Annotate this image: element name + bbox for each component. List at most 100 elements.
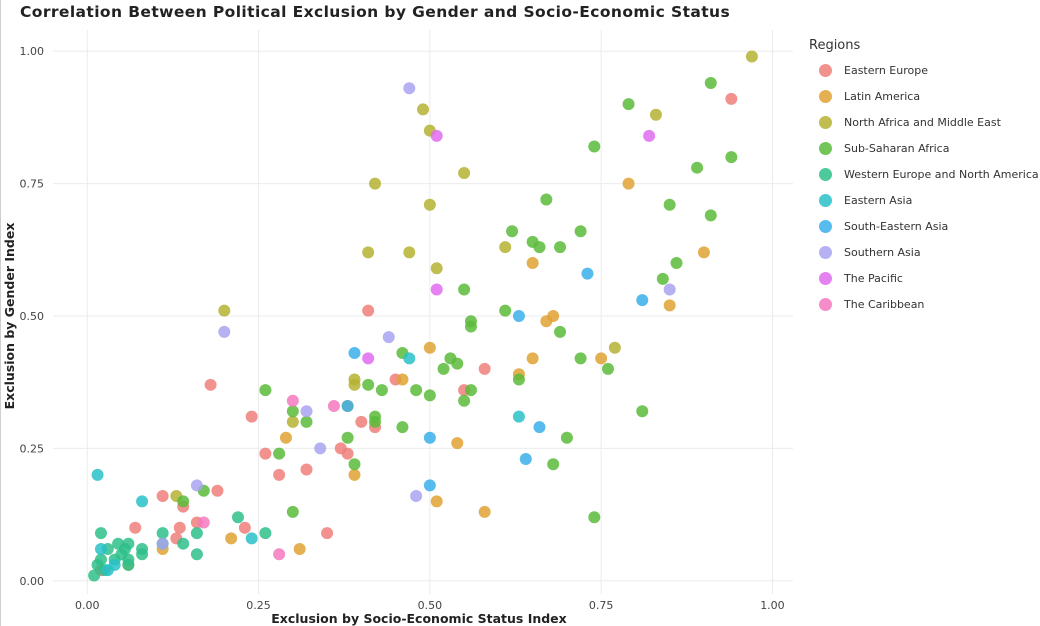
legend-item-western-europe-and-north-america[interactable]: Western Europe and North America — [809, 161, 1039, 187]
point-latin-america[interactable] — [478, 505, 491, 518]
point-sub-saharan-africa[interactable] — [286, 505, 299, 518]
point-western-europe-and-north-america[interactable] — [232, 511, 244, 524]
point-sub-saharan-africa[interactable] — [451, 357, 464, 370]
point-south-eastern-asia[interactable] — [512, 309, 525, 322]
point-south-eastern-asia[interactable] — [423, 431, 436, 444]
point-sub-saharan-africa[interactable] — [423, 389, 436, 402]
point-sub-saharan-africa[interactable] — [458, 283, 471, 296]
point-north-africa-and-middle-east[interactable] — [369, 177, 382, 190]
point-south-eastern-asia[interactable] — [533, 421, 546, 434]
point-sub-saharan-africa[interactable] — [177, 495, 190, 508]
point-sub-saharan-africa[interactable] — [512, 373, 525, 386]
point-western-europe-and-north-america[interactable] — [190, 548, 203, 561]
point-sub-saharan-africa[interactable] — [588, 140, 601, 153]
point-sub-saharan-africa[interactable] — [691, 161, 704, 174]
point-southern-asia[interactable] — [314, 442, 327, 455]
point-sub-saharan-africa[interactable] — [704, 76, 717, 89]
point-eastern-europe[interactable] — [321, 527, 334, 540]
point-latin-america[interactable] — [396, 373, 409, 386]
point-sub-saharan-africa[interactable] — [622, 98, 635, 111]
point-eastern-europe[interactable] — [300, 463, 313, 476]
point-sub-saharan-africa[interactable] — [574, 225, 587, 238]
point-sub-saharan-africa[interactable] — [286, 405, 299, 418]
point-eastern-asia[interactable] — [136, 495, 149, 508]
point-western-europe-and-north-america[interactable] — [190, 527, 203, 540]
point-eastern-europe[interactable] — [362, 304, 375, 317]
point-sub-saharan-africa[interactable] — [554, 325, 567, 338]
point-latin-america[interactable] — [622, 177, 635, 190]
point-latin-america[interactable] — [423, 341, 436, 354]
point-western-europe-and-north-america[interactable] — [88, 569, 101, 582]
point-sub-saharan-africa[interactable] — [458, 394, 471, 407]
point-sub-saharan-africa[interactable] — [663, 198, 676, 211]
legend-item-the-pacific[interactable]: The Pacific — [809, 265, 1039, 291]
legend-item-north-africa-and-middle-east[interactable]: North Africa and Middle East — [809, 109, 1039, 135]
point-sub-saharan-africa[interactable] — [554, 241, 567, 254]
point-latin-america[interactable] — [225, 532, 238, 545]
point-north-africa-and-middle-east[interactable] — [745, 50, 758, 63]
point-sub-saharan-africa[interactable] — [348, 458, 361, 471]
point-southern-asia[interactable] — [190, 479, 203, 492]
point-western-europe-and-north-america[interactable] — [122, 537, 135, 550]
point-sub-saharan-africa[interactable] — [499, 304, 512, 317]
point-north-africa-and-middle-east[interactable] — [649, 108, 662, 121]
scatter-plot[interactable]: 0.00 0.25 0.50 0.75 1.00 0.00 0.25 0.50 0.75 1.0… — [0, 0, 800, 626]
point-north-africa-and-middle-east[interactable] — [417, 103, 429, 116]
point-the-pacific[interactable] — [362, 352, 375, 365]
point-eastern-europe[interactable] — [238, 521, 251, 534]
point-the-caribbean[interactable] — [286, 394, 299, 407]
point-sub-saharan-africa[interactable] — [369, 410, 382, 423]
point-southern-asia[interactable] — [300, 405, 313, 418]
point-north-africa-and-middle-east[interactable] — [403, 246, 416, 259]
point-sub-saharan-africa[interactable] — [341, 431, 354, 444]
point-north-africa-and-middle-east[interactable] — [499, 241, 512, 254]
point-eastern-europe[interactable] — [245, 410, 258, 423]
point-western-europe-and-north-america[interactable] — [136, 548, 149, 561]
legend-item-south-eastern-asia[interactable]: South-Eastern Asia — [809, 213, 1039, 239]
point-south-eastern-asia[interactable] — [341, 400, 354, 412]
point-south-eastern-asia[interactable] — [423, 479, 436, 492]
point-eastern-europe[interactable] — [341, 447, 354, 460]
legend-item-sub-saharan-africa[interactable]: Sub-Saharan Africa — [809, 135, 1039, 161]
point-the-pacific[interactable] — [643, 129, 656, 142]
point-latin-america[interactable] — [451, 437, 464, 450]
point-sub-saharan-africa[interactable] — [636, 405, 649, 418]
point-eastern-asia[interactable] — [512, 410, 525, 423]
point-latin-america[interactable] — [526, 352, 539, 365]
point-western-europe-and-north-america[interactable] — [177, 537, 190, 550]
point-sub-saharan-africa[interactable] — [506, 225, 519, 238]
point-southern-asia[interactable] — [218, 325, 231, 338]
point-sub-saharan-africa[interactable] — [656, 272, 669, 285]
point-south-eastern-asia[interactable] — [636, 294, 649, 307]
point-eastern-europe[interactable] — [355, 415, 368, 428]
point-southern-asia[interactable] — [156, 537, 169, 550]
point-sub-saharan-africa[interactable] — [300, 415, 313, 428]
point-north-africa-and-middle-east[interactable] — [218, 304, 231, 317]
point-south-eastern-asia[interactable] — [581, 267, 594, 280]
point-eastern-europe[interactable] — [259, 447, 272, 460]
point-latin-america[interactable] — [595, 352, 608, 365]
point-the-pacific[interactable] — [430, 283, 443, 296]
legend-item-latin-america[interactable]: Latin America — [809, 83, 1039, 109]
legend-item-eastern-asia[interactable]: Eastern Asia — [809, 187, 1039, 213]
point-sub-saharan-africa[interactable] — [560, 431, 573, 444]
point-the-caribbean[interactable] — [197, 516, 210, 529]
point-western-europe-and-north-america[interactable] — [156, 527, 169, 540]
point-southern-asia[interactable] — [403, 82, 416, 95]
point-eastern-europe[interactable] — [204, 378, 217, 391]
point-sub-saharan-africa[interactable] — [259, 384, 272, 397]
point-north-africa-and-middle-east[interactable] — [348, 378, 361, 391]
point-eastern-europe[interactable] — [211, 484, 224, 497]
point-southern-asia[interactable] — [382, 331, 395, 344]
point-eastern-europe[interactable] — [129, 521, 142, 534]
point-north-africa-and-middle-east[interactable] — [430, 262, 443, 275]
point-eastern-asia[interactable] — [94, 542, 107, 555]
point-sub-saharan-africa[interactable] — [540, 193, 553, 206]
point-latin-america[interactable] — [348, 468, 361, 481]
point-south-eastern-asia[interactable] — [519, 452, 532, 465]
point-eastern-asia[interactable] — [91, 468, 104, 481]
point-western-europe-and-north-america[interactable] — [94, 553, 107, 566]
point-sub-saharan-africa[interactable] — [273, 447, 286, 460]
point-north-africa-and-middle-east[interactable] — [286, 415, 299, 428]
point-the-caribbean[interactable] — [273, 548, 286, 561]
